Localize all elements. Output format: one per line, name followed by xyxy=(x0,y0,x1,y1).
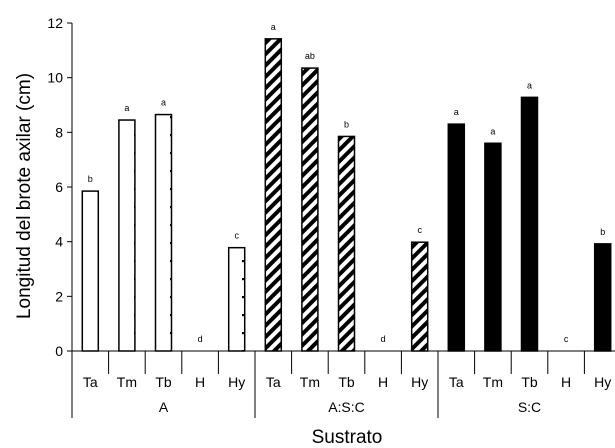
significance-letter: a xyxy=(454,107,459,117)
bar-SC-Hy xyxy=(593,243,612,352)
significance-letter: d xyxy=(381,334,386,344)
significance-letter: b xyxy=(88,174,93,184)
bar-ASC-Hy xyxy=(410,241,429,352)
category-label: Tm xyxy=(483,374,503,390)
y-tick-label: 10 xyxy=(47,70,63,86)
significance-letter: c xyxy=(564,334,569,344)
category-label: Hy xyxy=(594,374,611,390)
category-label: Hy xyxy=(228,374,245,390)
bar-A-Tm xyxy=(118,119,136,352)
significance-letter: c xyxy=(417,225,422,235)
category-label: H xyxy=(561,374,571,390)
y-tick-label: 6 xyxy=(55,179,63,195)
group-label: A xyxy=(159,399,169,415)
category-label: H xyxy=(378,374,388,390)
bar-ASC-Tb xyxy=(337,135,356,352)
category-label: Ta xyxy=(83,374,98,390)
category-label: Tm xyxy=(117,374,137,390)
bar-SC-Tm xyxy=(484,142,502,352)
significance-letter: a xyxy=(124,103,129,113)
category-label: Tb xyxy=(155,374,172,390)
group-label: A:S:C xyxy=(328,399,365,415)
significance-letter: ab xyxy=(305,51,315,61)
category-label: Ta xyxy=(449,374,464,390)
x-axis-title: Sustrato xyxy=(312,427,383,448)
significance-letter: a xyxy=(271,22,276,32)
group-label: S:C xyxy=(518,399,541,415)
y-tick-label: 8 xyxy=(55,124,63,140)
category-label: Tb xyxy=(521,374,538,390)
bar-A-Hy xyxy=(227,246,246,352)
y-tick-label: 2 xyxy=(55,288,63,304)
y-tick-label: 12 xyxy=(47,15,63,31)
category-label: H xyxy=(195,374,205,390)
y-tick-label: 0 xyxy=(55,343,63,359)
significance-letter: b xyxy=(344,119,349,129)
y-tick-label: 4 xyxy=(55,234,63,250)
bar-ASC-Tm xyxy=(301,67,319,352)
bar-A-Ta xyxy=(81,190,100,352)
category-label: Hy xyxy=(411,374,428,390)
significance-letter: a xyxy=(527,80,532,90)
bar-SC-Ta xyxy=(447,123,466,352)
bar-ASC-Ta xyxy=(264,38,283,352)
significance-letter: a xyxy=(490,126,495,136)
category-label: Tb xyxy=(338,374,355,390)
y-axis-title: Longitud del brote axilar (cm) xyxy=(14,73,35,319)
category-label: Ta xyxy=(266,374,281,390)
significance-letter: c xyxy=(234,231,239,241)
significance-letter: d xyxy=(198,334,203,344)
bar-SC-Tb xyxy=(520,96,539,352)
category-label: Tm xyxy=(300,374,320,390)
significance-letter: b xyxy=(600,227,605,237)
bar-A-Tb xyxy=(154,113,173,352)
significance-letter: a xyxy=(161,98,166,108)
